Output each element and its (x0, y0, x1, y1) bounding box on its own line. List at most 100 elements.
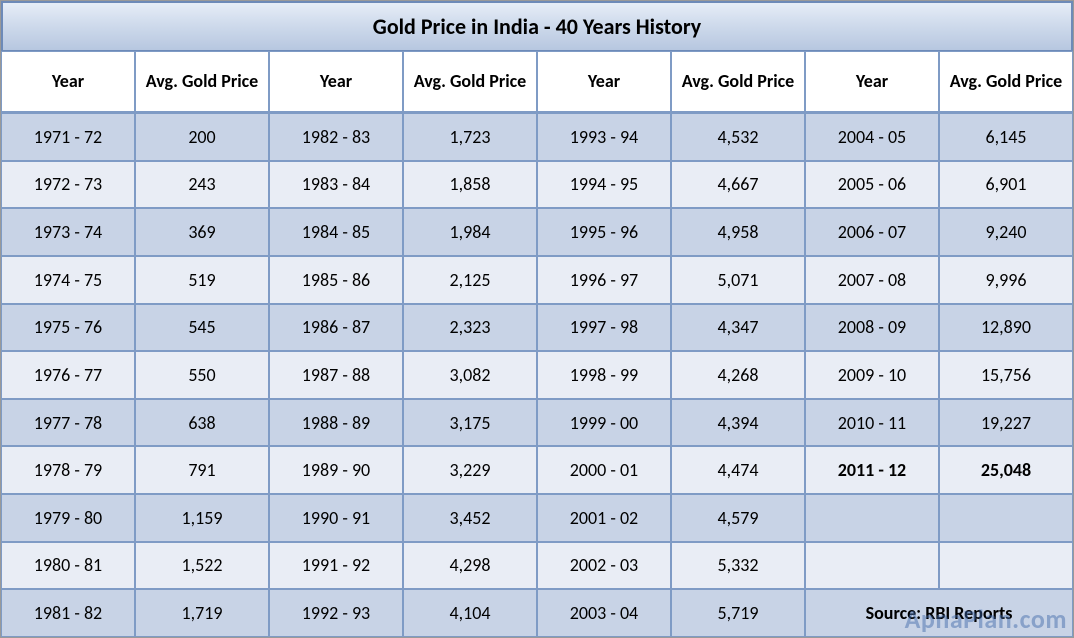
cell-price: 369 (135, 208, 269, 256)
cell-price: 5,071 (671, 256, 805, 304)
col-header-year: Year (805, 51, 939, 113)
cell-year: 2005 - 06 (805, 161, 939, 209)
header-row: YearAvg. Gold PriceYearAvg. Gold PriceYe… (1, 51, 1073, 113)
table-row: 1977 - 786381988 - 893,1751999 - 004,394… (1, 399, 1073, 447)
cell-year: 1984 - 85 (269, 208, 403, 256)
col-header-price: Avg. Gold Price (135, 51, 269, 113)
cell-price: 4,104 (403, 589, 537, 637)
cell-price: 5,719 (671, 589, 805, 637)
cell-year: 2006 - 07 (805, 208, 939, 256)
cell-year: 1983 - 84 (269, 161, 403, 209)
cell-price: 19,227 (939, 399, 1073, 447)
cell-price: 4,667 (671, 161, 805, 209)
table-body: 1971 - 722001982 - 831,7231993 - 944,532… (1, 113, 1073, 637)
cell-year: 1972 - 73 (1, 161, 135, 209)
cell-price: 1,858 (403, 161, 537, 209)
cell-year: 1999 - 00 (537, 399, 671, 447)
cell-price: 519 (135, 256, 269, 304)
table-row: 1972 - 732431983 - 841,8581994 - 954,667… (1, 161, 1073, 209)
table-row: 1981 - 821,7191992 - 934,1042003 - 045,7… (1, 589, 1073, 637)
col-header-year: Year (269, 51, 403, 113)
cell-year: 1998 - 99 (537, 351, 671, 399)
cell-year: 1980 - 81 (1, 542, 135, 590)
cell-year: 2004 - 05 (805, 113, 939, 161)
cell-price: 2,125 (403, 256, 537, 304)
table-row: 1973 - 743691984 - 851,9841995 - 964,958… (1, 208, 1073, 256)
cell-year: 2002 - 03 (537, 542, 671, 590)
cell-year: 1992 - 93 (269, 589, 403, 637)
cell-price: 1,984 (403, 208, 537, 256)
cell-price: 3,452 (403, 494, 537, 542)
cell-price: 25,048 (939, 446, 1073, 494)
cell-price: 550 (135, 351, 269, 399)
cell-year: 1975 - 76 (1, 304, 135, 352)
cell-year: 1989 - 90 (269, 446, 403, 494)
cell-year (805, 542, 939, 590)
col-header-price: Avg. Gold Price (403, 51, 537, 113)
cell-year: 2001 - 02 (537, 494, 671, 542)
cell-year: 2010 - 11 (805, 399, 939, 447)
cell-year: 1996 - 97 (537, 256, 671, 304)
cell-year: 1997 - 98 (537, 304, 671, 352)
col-header-price: Avg. Gold Price (939, 51, 1073, 113)
cell-price: 5,332 (671, 542, 805, 590)
table-row: 1971 - 722001982 - 831,7231993 - 944,532… (1, 113, 1073, 161)
cell-price: 4,532 (671, 113, 805, 161)
col-header-year: Year (537, 51, 671, 113)
cell-price: 1,159 (135, 494, 269, 542)
cell-year: 2011 - 12 (805, 446, 939, 494)
table-row: 1975 - 765451986 - 872,3231997 - 984,347… (1, 304, 1073, 352)
cell-price: 15,756 (939, 351, 1073, 399)
cell-price: 4,474 (671, 446, 805, 494)
cell-year: 1988 - 89 (269, 399, 403, 447)
cell-price: 545 (135, 304, 269, 352)
table-row: 1980 - 811,5221991 - 924,2982002 - 035,3… (1, 542, 1073, 590)
table-title: Gold Price in India - 40 Years History (1, 1, 1073, 51)
cell-year: 2008 - 09 (805, 304, 939, 352)
cell-price: 2,323 (403, 304, 537, 352)
cell-price: 4,394 (671, 399, 805, 447)
cell-price: 3,229 (403, 446, 537, 494)
cell-year: 1985 - 86 (269, 256, 403, 304)
cell-price: 1,522 (135, 542, 269, 590)
cell-price (939, 494, 1073, 542)
cell-year: 2003 - 04 (537, 589, 671, 637)
cell-year: 2000 - 01 (537, 446, 671, 494)
cell-price: 243 (135, 161, 269, 209)
source-cell: Source: RBI Reports (805, 589, 1073, 637)
cell-price: 200 (135, 113, 269, 161)
cell-price: 1,723 (403, 113, 537, 161)
table-row: 1979 - 801,1591990 - 913,4522001 - 024,5… (1, 494, 1073, 542)
cell-price: 12,890 (939, 304, 1073, 352)
table-row: 1978 - 797911989 - 903,2292000 - 014,474… (1, 446, 1073, 494)
col-header-year: Year (1, 51, 135, 113)
table-container: Gold Price in India - 40 Years History Y… (0, 0, 1074, 638)
cell-price: 1,719 (135, 589, 269, 637)
cell-year: 1979 - 80 (1, 494, 135, 542)
cell-price: 4,298 (403, 542, 537, 590)
cell-price: 3,082 (403, 351, 537, 399)
cell-year: 1973 - 74 (1, 208, 135, 256)
cell-year: 1978 - 79 (1, 446, 135, 494)
cell-year: 2009 - 10 (805, 351, 939, 399)
col-header-price: Avg. Gold Price (671, 51, 805, 113)
cell-price: 3,175 (403, 399, 537, 447)
cell-price: 6,145 (939, 113, 1073, 161)
cell-year: 1981 - 82 (1, 589, 135, 637)
cell-year: 1991 - 92 (269, 542, 403, 590)
cell-year: 1977 - 78 (1, 399, 135, 447)
cell-price: 6,901 (939, 161, 1073, 209)
cell-price: 4,268 (671, 351, 805, 399)
cell-price: 9,240 (939, 208, 1073, 256)
cell-year: 1995 - 96 (537, 208, 671, 256)
cell-year: 1976 - 77 (1, 351, 135, 399)
cell-year: 1990 - 91 (269, 494, 403, 542)
cell-year: 1993 - 94 (537, 113, 671, 161)
cell-price: 638 (135, 399, 269, 447)
cell-year: 1987 - 88 (269, 351, 403, 399)
cell-year: 2007 - 08 (805, 256, 939, 304)
gold-price-table: Gold Price in India - 40 Years History Y… (1, 1, 1073, 637)
cell-price: 4,347 (671, 304, 805, 352)
cell-price: 9,996 (939, 256, 1073, 304)
cell-year: 1982 - 83 (269, 113, 403, 161)
